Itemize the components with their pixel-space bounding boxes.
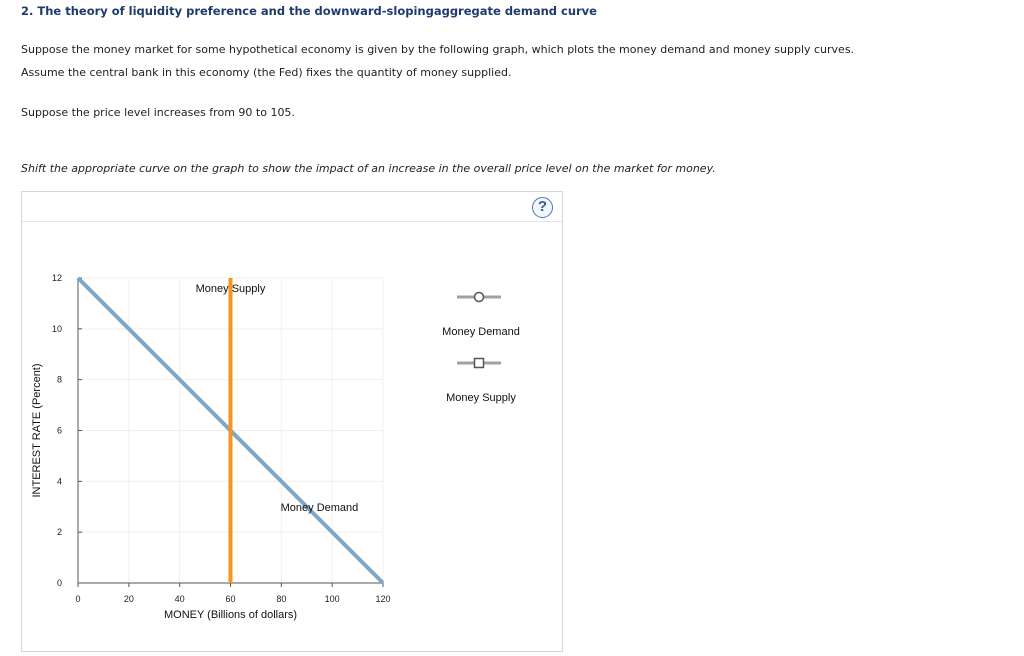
y-axis-title: INTEREST RATE (Percent) [31,363,43,497]
y-tick-label: 0 [57,578,62,588]
legend-money-supply-tool[interactable]: Money Supply [446,357,516,405]
y-tick-label: 6 [57,426,62,436]
legend-money-demand-tool[interactable]: Money Demand [442,291,520,339]
graph-panel-header: ? [22,192,562,222]
x-tick-label: 40 [175,594,185,604]
x-tick-label: 80 [276,594,286,604]
y-tick-label: 10 [52,324,62,334]
price-change-text: Suppose the price level increases from 9… [21,106,295,119]
y-tick-label: 12 [52,273,62,283]
graph-panel: ? 0 20 40 60 80 100 120 0 2 4 6 8 10 12 MONEY (Billion… [21,191,563,652]
money-demand-curve-label: Money Demand [281,502,359,514]
x-tick-label: 20 [124,594,134,604]
help-icon[interactable]: ? [532,197,553,218]
money-supply-curve-label: Money Supply [196,283,266,295]
x-tick-label: 0 [75,594,80,604]
intro-paragraph: Suppose the money market for some hypoth… [21,38,854,84]
x-tick-label: 100 [325,594,340,604]
x-tick-label: 120 [375,594,390,604]
legend-money-demand-label: Money Demand [442,326,520,338]
y-tick-label: 8 [57,375,62,385]
circle-marker-icon [473,291,485,303]
instruction-text: Shift the appropriate curve on the graph… [21,162,716,175]
x-tick-label: 60 [225,594,235,604]
money-market-chart[interactable]: 0 20 40 60 80 100 120 0 2 4 6 8 10 12 MONEY (Billions … [22,222,562,652]
y-tick-label: 4 [57,476,62,486]
square-marker-icon [473,357,485,369]
intro-line-2: Assume the central bank in this economy … [21,66,512,79]
y-tick-label: 2 [57,527,62,537]
legend-money-supply-label: Money Supply [446,392,516,404]
question-title: 2. The theory of liquidity preference an… [21,4,597,18]
intro-line-1: Suppose the money market for some hypoth… [21,43,855,56]
x-axis-title: MONEY (Billions of dollars) [164,609,297,621]
